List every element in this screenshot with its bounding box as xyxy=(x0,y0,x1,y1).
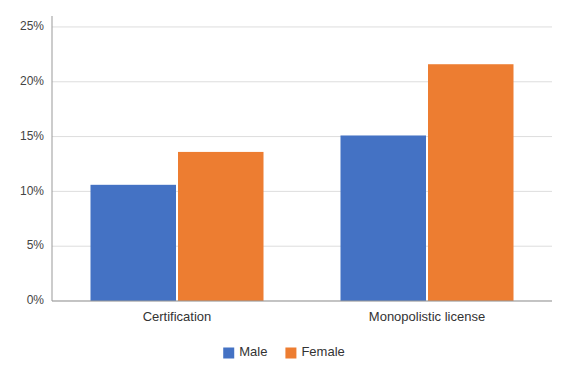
chart-container: 0% 5% 10% 15% 20% 25% Certification Monopolisti… xyxy=(0,0,568,373)
legend-label: Male xyxy=(239,344,267,359)
y-tick-label: 20% xyxy=(20,74,44,88)
x-tick-label: Certification xyxy=(143,309,212,324)
bar xyxy=(91,185,177,301)
x-tick-label: Monopolistic license xyxy=(369,309,485,324)
x-axis-line xyxy=(52,301,552,302)
legend-swatch xyxy=(223,348,234,359)
legend-label: Female xyxy=(301,344,344,359)
y-tick-label: 10% xyxy=(20,184,44,198)
y-axis-line xyxy=(52,16,53,301)
grid-line xyxy=(52,301,552,302)
background xyxy=(0,0,568,373)
chart-svg: 0% 5% 10% 15% 20% 25% Certification Monopolisti… xyxy=(0,0,568,373)
legend-swatch xyxy=(285,348,296,359)
bar xyxy=(428,64,514,301)
grid-line xyxy=(52,26,552,27)
bars xyxy=(91,64,514,301)
y-tick-label: 15% xyxy=(20,129,44,143)
bar xyxy=(178,152,264,301)
y-tick-label: 0% xyxy=(27,293,45,307)
legend: Male Female xyxy=(223,344,345,359)
grid xyxy=(52,27,552,301)
y-tick-label: 5% xyxy=(27,238,45,252)
y-tick-label: 25% xyxy=(20,19,44,33)
bar xyxy=(341,135,427,301)
